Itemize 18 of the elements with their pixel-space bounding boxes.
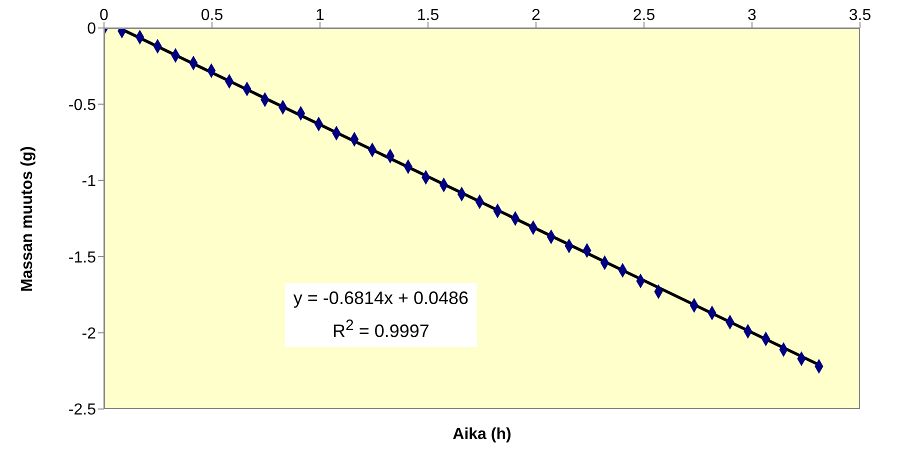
x-tick-label: 1.5 <box>416 7 440 24</box>
annotation: R$^{2}$ = 0.9997 <box>332 316 430 343</box>
y-axis-title: Massan muutos (g) <box>19 146 37 292</box>
x-tick-label: 3.5 <box>848 7 872 24</box>
x-tick-label: 1 <box>316 7 325 24</box>
y-tick-label: -2.5 <box>68 402 96 419</box>
x-tick-label: 0 <box>100 7 109 24</box>
y-tick-label: -1.5 <box>68 249 96 266</box>
annotation: y = -0.6814x + 0.0486 <box>292 287 470 310</box>
x-tick-label: 3 <box>748 7 757 24</box>
y-tick-label: -2 <box>82 325 96 342</box>
y-tick-label: 0 <box>87 20 96 38</box>
y-tick-label: -1 <box>82 173 96 190</box>
x-tick-label: 2 <box>532 7 541 24</box>
x-axis-title: Aika (h) <box>452 426 512 444</box>
x-tick-label: 2.5 <box>632 7 656 24</box>
y-tick-label: -0.5 <box>68 96 96 114</box>
x-tick-label: 0.5 <box>200 7 224 24</box>
